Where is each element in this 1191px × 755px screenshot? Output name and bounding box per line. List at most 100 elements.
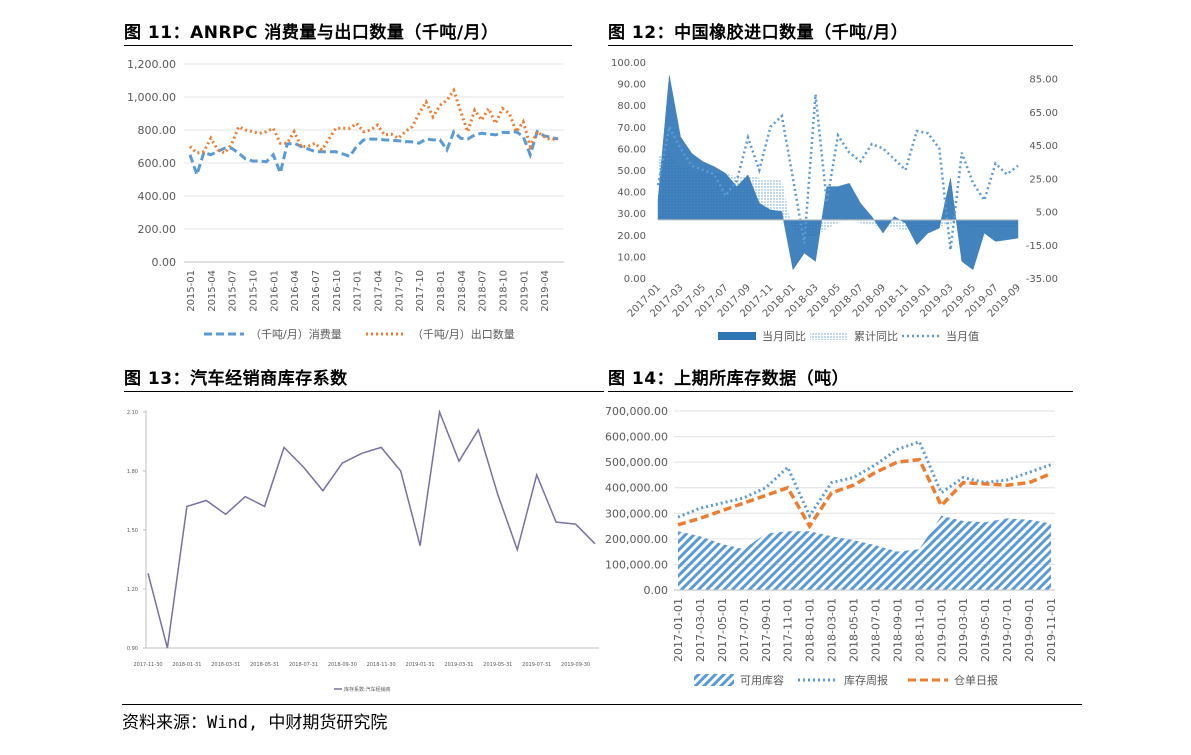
chart-title: 图 14：上期所库存数据（吨） [608, 369, 850, 389]
y-tick-label: 800.00 [138, 124, 177, 137]
x-tick-label: 2016-04 [290, 270, 301, 312]
series-area-1 [678, 515, 1051, 590]
y-tick-label: 1.50 [127, 528, 138, 534]
x-tick-label: 2017-10 [415, 270, 426, 312]
x-tick-label: 2017-07-01 [738, 598, 751, 662]
legend-label: 库存周报 [844, 673, 888, 687]
x-tick-label: 2015-01 [186, 270, 197, 312]
x-tick-label: 2019-05-01 [979, 598, 992, 662]
title-divider [608, 391, 1073, 392]
series-line-1 [188, 129, 559, 180]
x-tick-label: 2019-03-31 [444, 662, 473, 668]
x-tick-label: 2018-10 [498, 270, 509, 312]
x-tick-label: 2018-07-01 [869, 598, 882, 662]
title-divider [124, 391, 604, 392]
y-tick-label: 0.00 [152, 256, 177, 269]
x-tick-label: 2017-05-01 [716, 598, 729, 662]
x-tick-label: 2019-11-01 [1045, 598, 1058, 662]
chart-anrpc: 0.00 200.00 400.00 600.00 800.00 1,000.00 1,20… [127, 58, 564, 341]
x-tick-label: 2018-11-01 [913, 598, 926, 662]
y-tick-label: 200,000.00 [605, 533, 668, 546]
legend-label: 当月值 [946, 329, 979, 343]
series-line-3 [656, 94, 1019, 251]
x-tick-label: 2019-01-01 [935, 598, 948, 662]
y-tick-label-left: 10.00 [617, 252, 646, 263]
x-tick-label: 2018-05-31 [250, 662, 279, 668]
y-tick-label-left: 50.00 [617, 166, 646, 177]
x-tick-label: 2018-09-01 [891, 598, 904, 662]
y-tick-label-right: 85.00 [1029, 75, 1058, 86]
y-tick-label: 0.90 [127, 646, 138, 652]
series-line-2 [188, 87, 559, 155]
x-tick-label: 2018-09-30 [328, 662, 357, 668]
x-tick-label: 2016-01 [269, 270, 280, 312]
y-tick-label: 1,000.00 [127, 91, 176, 104]
x-tick-label: 2018-11-30 [367, 662, 396, 668]
chart-panel-anrpc: 图 11：ANRPC 消费量与出口数量（千吨/月） 0.00 200.00 400.… [124, 18, 572, 348]
y-tick-label-right: -35.00 [1026, 274, 1058, 285]
legend-label: （千吨/月）出口数量 [412, 327, 515, 341]
y-tick-label-left: 90.00 [617, 80, 646, 91]
chart-shfe-inventory: 0.00 100,000.00 200,000.00 300,000.00 400,00… [605, 405, 1058, 687]
series-line-3 [677, 457, 1052, 530]
x-tick-label: 2019-07-01 [1001, 598, 1014, 662]
x-tick-label: 2018-01-01 [804, 598, 817, 662]
x-tick-label: 2016-10 [332, 270, 343, 312]
y-tick-label: 400.00 [138, 190, 177, 203]
y-tick-label-right: 25.00 [1029, 174, 1058, 185]
y-tick-label-left: 20.00 [617, 231, 646, 242]
source-footer: 资料来源：Wind, 中财期货研究院 [122, 713, 388, 733]
chart-auto-inventory: 0.90 1.20 1.50 1.80 2.10 2017-11-30 2018-01-31… [127, 409, 599, 693]
y-tick-label: 600,000.00 [605, 431, 668, 444]
y-tick-label: 200.00 [138, 223, 177, 236]
legend-label: 仓单日报 [954, 673, 998, 687]
x-tick-label: 2018-04 [457, 270, 468, 312]
x-tick-label: 2019-07-31 [522, 662, 551, 668]
x-tick-label: 2019-01-31 [406, 662, 435, 668]
legend-swatch [694, 674, 734, 686]
legend-swatch [810, 332, 848, 340]
y-tick-label-left: 100.00 [611, 58, 646, 69]
x-tick-label: 2018-03-31 [211, 662, 240, 668]
x-tick-label: 2015-04 [207, 270, 218, 312]
x-tick-label: 2017-09-01 [760, 598, 773, 662]
x-tick-label: 2017-01-01 [672, 598, 685, 662]
x-tick-label: 2017-03-01 [694, 598, 707, 662]
x-tick-label: 2016-07 [311, 270, 322, 312]
y-tick-label: 100,000.00 [605, 558, 668, 571]
legend-label: 库存系数:汽车经销商 [344, 686, 391, 693]
x-tick-label: 2017-11-30 [133, 662, 162, 668]
x-tick-label: 2019-01 [519, 270, 530, 312]
x-tick-label: 2017-04 [373, 270, 384, 312]
legend-swatch [718, 332, 756, 340]
legend-label: 可用库容 [740, 673, 784, 687]
x-tick-label: 2018-05-01 [848, 598, 861, 662]
x-tick-label: 2017-01 [353, 270, 364, 312]
x-tick-label: 2018-07-31 [289, 662, 318, 668]
chart-rubber-import: 0.00 10.00 20.00 30.00 40.00 50.00 60.00 70.00 8… [611, 58, 1058, 343]
y-tick-label: 400,000.00 [605, 482, 668, 495]
y-tick-label-right: 45.00 [1029, 141, 1058, 152]
x-tick-label: 2019-03-01 [957, 598, 970, 662]
y-tick-label: 1.20 [127, 587, 138, 593]
y-tick-label: 2.10 [127, 410, 138, 416]
y-tick-label: 600.00 [138, 157, 177, 170]
y-tick-label-left: 0.00 [624, 274, 646, 285]
title-divider [608, 45, 1073, 46]
y-tick-label-left: 60.00 [617, 144, 646, 155]
y-tick-label-right: 5.00 [1036, 208, 1058, 219]
y-tick-label-right: 65.00 [1029, 108, 1058, 119]
footer-divider [122, 704, 1082, 705]
y-tick-label-left: 70.00 [617, 123, 646, 134]
chart-title: 图 13：汽车经销商库存系数 [124, 369, 348, 389]
legend-label: 当月同比 [762, 329, 806, 343]
y-tick-label: 0.00 [644, 584, 669, 597]
chart-panel-auto-dealer-inventory: 图 13：汽车经销商库存系数 0.90 1.20 1.50 1.80 2.10 2017-… [124, 364, 604, 704]
x-tick-label: 2017-07 [394, 270, 405, 312]
title-divider [124, 45, 572, 46]
legend-label: 累计同比 [854, 330, 898, 343]
x-tick-label: 2018-03-01 [826, 598, 839, 662]
chart-panel-china-rubber-import: 图 12：中国橡胶进口数量（千吨/月） 0.00 10.00 20.00 30.00 4… [608, 18, 1073, 348]
y-tick-label: 1,200.00 [127, 58, 176, 71]
y-tick-label-left: 30.00 [617, 209, 646, 220]
